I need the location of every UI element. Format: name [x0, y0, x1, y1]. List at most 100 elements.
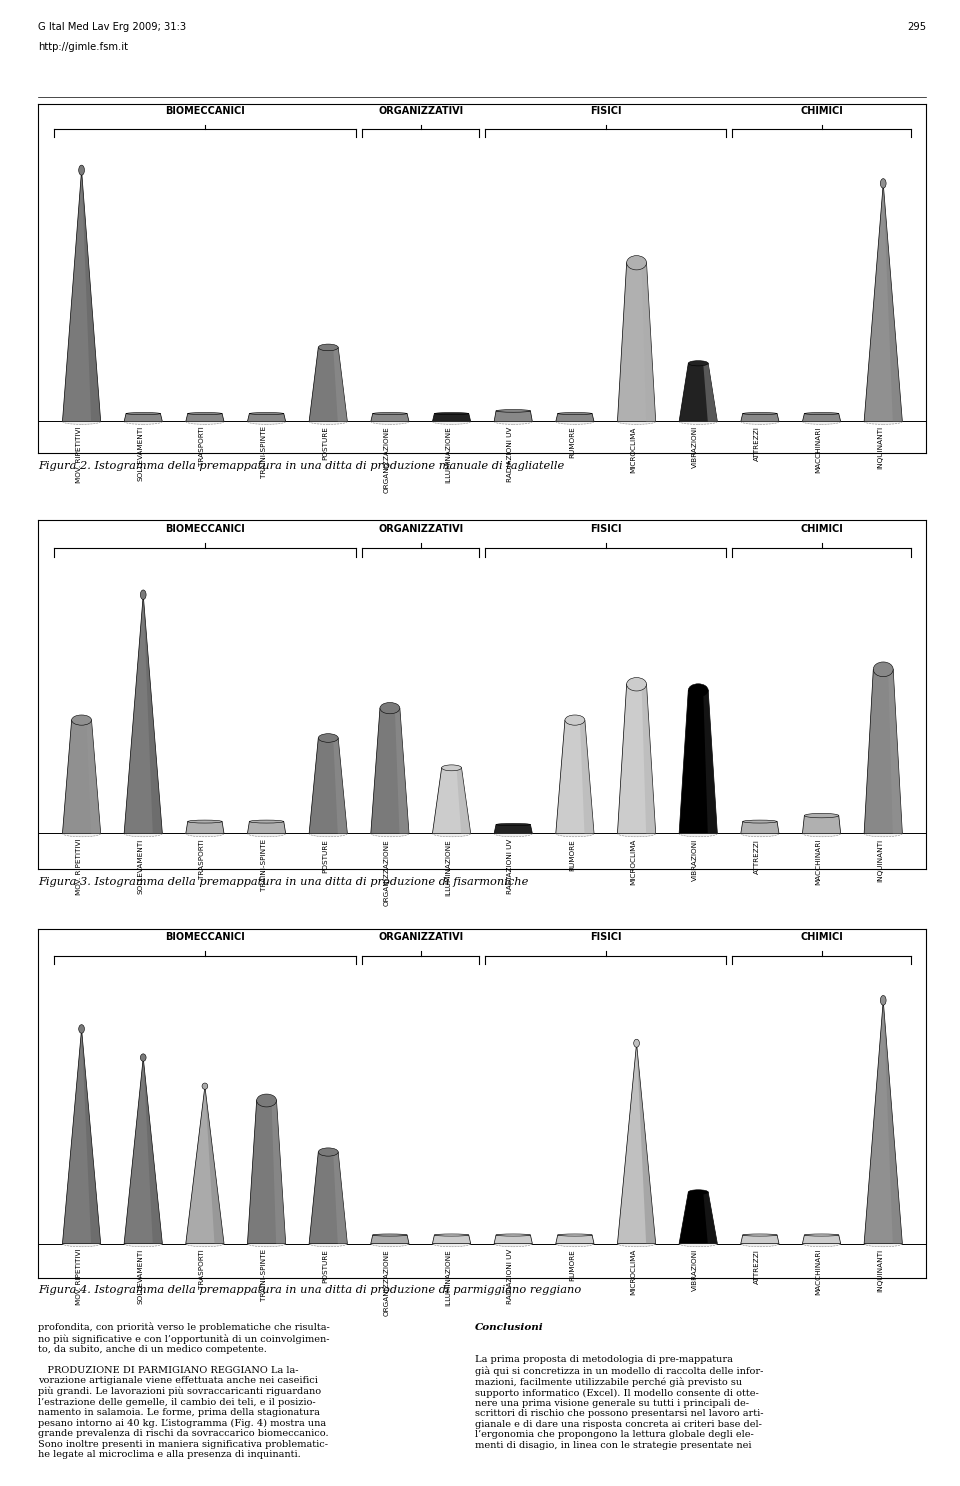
Polygon shape — [186, 413, 224, 422]
Ellipse shape — [617, 1241, 656, 1247]
Text: Conclusioni: Conclusioni — [475, 1323, 544, 1331]
Ellipse shape — [741, 1241, 779, 1247]
Ellipse shape — [248, 831, 286, 837]
Ellipse shape — [432, 419, 470, 425]
Ellipse shape — [743, 413, 777, 415]
Polygon shape — [704, 690, 717, 834]
Polygon shape — [617, 263, 656, 422]
Ellipse shape — [741, 831, 779, 837]
Ellipse shape — [140, 1054, 146, 1061]
Text: ATTREZZI: ATTREZZI — [754, 1248, 760, 1284]
Ellipse shape — [62, 831, 101, 837]
Ellipse shape — [688, 684, 708, 697]
Text: FISICI: FISICI — [590, 523, 621, 533]
Ellipse shape — [250, 820, 284, 823]
Polygon shape — [704, 363, 717, 422]
Polygon shape — [888, 669, 902, 834]
Polygon shape — [143, 594, 162, 834]
Text: MACCHINARI: MACCHINARI — [816, 840, 822, 886]
Text: ORGANIZZATIVI: ORGANIZZATIVI — [378, 932, 464, 942]
Text: FISICI: FISICI — [590, 106, 621, 116]
Ellipse shape — [124, 1241, 162, 1247]
Ellipse shape — [309, 419, 348, 425]
Ellipse shape — [372, 1233, 407, 1236]
Text: ORGANIZZAZIONE: ORGANIZZAZIONE — [384, 426, 390, 493]
Polygon shape — [309, 739, 348, 834]
Ellipse shape — [803, 1241, 841, 1247]
Ellipse shape — [434, 1233, 468, 1236]
Text: RADIAZIONI UV: RADIAZIONI UV — [507, 426, 514, 481]
Ellipse shape — [494, 419, 533, 425]
Ellipse shape — [250, 413, 284, 415]
Polygon shape — [204, 1086, 224, 1244]
Ellipse shape — [371, 1241, 409, 1247]
Text: La prima proposta di metodologia di pre-mappatura
già qui si concretizza in un m: La prima proposta di metodologia di pre-… — [475, 1355, 764, 1450]
Text: ILLUMINAZIONE: ILLUMINAZIONE — [445, 840, 451, 896]
Polygon shape — [309, 1152, 348, 1244]
Ellipse shape — [864, 831, 902, 837]
Text: SOLLEVAMENTI: SOLLEVAMENTI — [137, 1248, 143, 1305]
Text: MACCHINARI: MACCHINARI — [816, 1248, 822, 1296]
Polygon shape — [248, 822, 286, 834]
Text: MACCHINARI: MACCHINARI — [816, 426, 822, 473]
Polygon shape — [62, 1028, 101, 1244]
Text: RUMORE: RUMORE — [569, 1248, 575, 1281]
Ellipse shape — [864, 419, 902, 425]
Ellipse shape — [256, 1094, 276, 1107]
Ellipse shape — [864, 1241, 902, 1247]
Polygon shape — [143, 1058, 162, 1244]
Ellipse shape — [617, 831, 656, 837]
Ellipse shape — [248, 419, 286, 425]
Ellipse shape — [126, 413, 160, 415]
Ellipse shape — [62, 419, 101, 425]
Text: Figura 4. Istogramma della premappatura in una ditta di produzione di parmiggian: Figura 4. Istogramma della premappatura … — [38, 1285, 582, 1296]
Ellipse shape — [432, 1241, 470, 1247]
Ellipse shape — [564, 715, 585, 725]
Polygon shape — [333, 1152, 348, 1244]
Ellipse shape — [494, 831, 533, 837]
Polygon shape — [883, 183, 902, 422]
Ellipse shape — [556, 831, 594, 837]
Ellipse shape — [432, 831, 470, 837]
Polygon shape — [186, 1086, 224, 1244]
Text: POSTURE: POSTURE — [323, 426, 328, 461]
Ellipse shape — [627, 256, 646, 270]
Ellipse shape — [741, 419, 779, 425]
Polygon shape — [395, 709, 409, 834]
Polygon shape — [741, 413, 779, 422]
Ellipse shape — [743, 820, 777, 823]
Text: ILLUMINAZIONE: ILLUMINAZIONE — [445, 1248, 451, 1306]
Text: G Ital Med Lav Erg 2009; 31:3: G Ital Med Lav Erg 2009; 31:3 — [38, 22, 186, 33]
Polygon shape — [883, 1000, 902, 1244]
Text: INQUINANTI: INQUINANTI — [877, 840, 883, 883]
Polygon shape — [432, 768, 470, 834]
Polygon shape — [62, 721, 101, 834]
Polygon shape — [679, 690, 717, 834]
Ellipse shape — [556, 419, 594, 425]
Polygon shape — [62, 171, 101, 422]
Polygon shape — [864, 183, 902, 422]
Ellipse shape — [72, 715, 91, 725]
Text: RADIAZIONI UV: RADIAZIONI UV — [507, 1248, 514, 1305]
Ellipse shape — [803, 831, 841, 837]
Polygon shape — [803, 816, 841, 834]
Polygon shape — [741, 1235, 779, 1244]
Text: POSTURE: POSTURE — [323, 1248, 328, 1282]
Ellipse shape — [679, 831, 717, 837]
Polygon shape — [248, 1101, 286, 1244]
Text: ATTREZZI: ATTREZZI — [754, 840, 760, 874]
Ellipse shape — [804, 1233, 839, 1236]
Ellipse shape — [188, 413, 222, 415]
Polygon shape — [309, 348, 348, 422]
Ellipse shape — [494, 1241, 533, 1247]
Ellipse shape — [617, 419, 656, 425]
Polygon shape — [641, 684, 656, 834]
Text: http://gimle.fsm.it: http://gimle.fsm.it — [38, 42, 129, 52]
Ellipse shape — [140, 590, 146, 599]
Ellipse shape — [380, 703, 400, 713]
Polygon shape — [617, 684, 656, 834]
Polygon shape — [432, 1235, 470, 1244]
Ellipse shape — [188, 820, 222, 823]
Polygon shape — [82, 1028, 101, 1244]
Text: FISICI: FISICI — [590, 932, 621, 942]
